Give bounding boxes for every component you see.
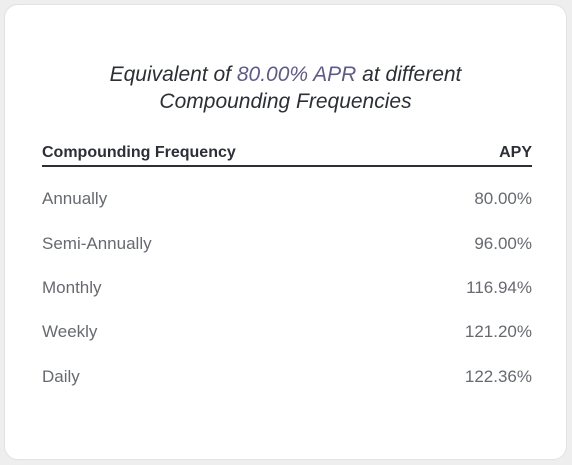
title-line-1: Equivalent of 80.00% APR at different (5, 61, 566, 88)
header-frequency: Compounding Frequency (42, 144, 236, 161)
title-prefix: Equivalent of (109, 63, 237, 86)
row-frequency: Weekly (42, 322, 98, 342)
card-title: Equivalent of 80.00% APR at different Co… (5, 61, 566, 115)
row-apy: 122.36% (464, 366, 532, 386)
header-apy: APY (499, 144, 532, 161)
title-suffix: at different (356, 63, 462, 86)
table-body: Annually 80.00% Semi-Annually 96.00% Mon… (42, 177, 532, 399)
title-apr-highlight: 80.00% APR (236, 63, 357, 86)
row-apy: 116.94% (466, 277, 532, 297)
row-frequency: Daily (42, 366, 80, 386)
table-row: Daily 122.36% (42, 355, 532, 399)
row-apy: 80.00% (474, 189, 532, 209)
table-header: Compounding Frequency APY (42, 143, 532, 167)
compounding-table: Compounding Frequency APY Annually 80.00… (42, 143, 532, 399)
table-row: Monthly 116.94% (42, 266, 532, 310)
row-apy: 96.00% (474, 233, 532, 253)
row-frequency: Semi-Annually (42, 233, 152, 253)
table-row: Weekly 121.20% (42, 310, 532, 354)
row-apy: 121.20% (464, 322, 532, 342)
apy-card: Equivalent of 80.00% APR at different Co… (4, 4, 567, 460)
row-frequency: Monthly (42, 277, 102, 297)
table-row: Annually 80.00% (42, 177, 532, 221)
title-line-2: Compounding Frequencies (159, 90, 412, 113)
row-frequency: Annually (42, 189, 108, 209)
table-row: Semi-Annually 96.00% (42, 221, 532, 265)
